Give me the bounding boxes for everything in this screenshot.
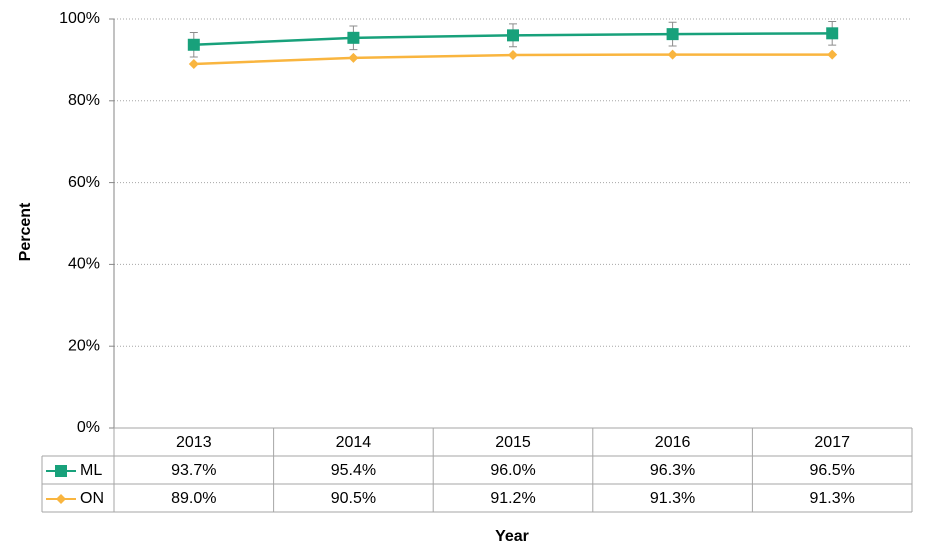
marker <box>507 29 519 42</box>
x-tick-label: 2013 <box>176 434 212 451</box>
y-tick-label: 100% <box>59 10 100 27</box>
legend-marker <box>55 465 67 477</box>
data-label: 89.0% <box>171 490 216 507</box>
marker <box>348 52 359 63</box>
y-axis-label: Percent <box>17 202 34 261</box>
marker <box>666 28 679 41</box>
x-axis-label: Year <box>495 528 529 545</box>
y-tick-label: 60% <box>68 174 100 191</box>
y-tick-label: 40% <box>68 256 100 273</box>
legend-marker <box>56 494 66 504</box>
marker <box>187 38 200 51</box>
marker <box>188 58 199 69</box>
data-label: 91.2% <box>490 490 535 507</box>
x-tick-label: 2017 <box>814 434 850 451</box>
x-tick-label: 2015 <box>495 434 531 451</box>
data-label: 93.7% <box>171 462 216 479</box>
y-tick-label: 80% <box>68 92 100 109</box>
data-label: 91.3% <box>650 490 695 507</box>
x-tick-label: 2016 <box>655 434 691 451</box>
legend-label: ML <box>80 462 102 479</box>
data-label: 91.3% <box>810 490 855 507</box>
marker <box>508 49 518 60</box>
marker <box>667 49 678 60</box>
data-label: 96.0% <box>490 462 535 479</box>
data-label: 90.5% <box>331 490 376 507</box>
y-tick-label: 0% <box>77 419 100 436</box>
marker <box>826 27 839 40</box>
marker <box>347 31 360 44</box>
data-label: 96.3% <box>650 462 695 479</box>
legend-label: ON <box>80 490 104 507</box>
marker <box>827 49 838 60</box>
y-tick-label: 20% <box>68 337 100 354</box>
x-tick-label: 2014 <box>336 434 372 451</box>
data-label: 95.4% <box>331 462 376 479</box>
data-label: 96.5% <box>810 462 855 479</box>
